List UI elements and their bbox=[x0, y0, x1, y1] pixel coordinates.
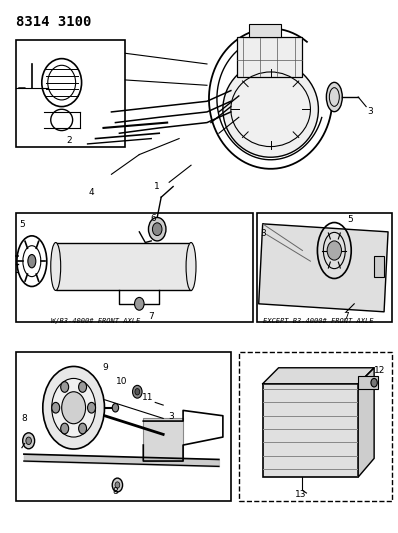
Text: 4: 4 bbox=[89, 189, 94, 197]
Bar bbox=[237, 37, 302, 77]
Bar bbox=[143, 418, 183, 461]
Text: 7: 7 bbox=[343, 312, 349, 320]
Text: 5: 5 bbox=[347, 215, 353, 224]
Circle shape bbox=[52, 402, 60, 413]
Circle shape bbox=[78, 423, 86, 434]
Polygon shape bbox=[358, 368, 374, 477]
Text: 12: 12 bbox=[375, 366, 386, 375]
Circle shape bbox=[135, 297, 144, 310]
Bar bbox=[263, 384, 358, 477]
Text: 9: 9 bbox=[103, 364, 108, 372]
Text: 8: 8 bbox=[21, 414, 27, 423]
Bar bbox=[249, 24, 281, 37]
Ellipse shape bbox=[51, 243, 61, 290]
Text: 3: 3 bbox=[260, 229, 265, 238]
Bar bbox=[358, 376, 378, 389]
Text: 6: 6 bbox=[150, 214, 156, 223]
Circle shape bbox=[135, 389, 140, 395]
Text: 8314 3100: 8314 3100 bbox=[16, 15, 91, 29]
Text: 11: 11 bbox=[142, 393, 153, 401]
Text: W/B3-4000# FRONT AXLE: W/B3-4000# FRONT AXLE bbox=[51, 318, 140, 324]
Ellipse shape bbox=[52, 378, 96, 437]
Bar bbox=[16, 213, 253, 322]
Circle shape bbox=[327, 241, 341, 260]
Text: 2: 2 bbox=[67, 136, 72, 145]
Ellipse shape bbox=[62, 392, 86, 424]
Bar bbox=[257, 213, 392, 322]
Polygon shape bbox=[259, 224, 388, 312]
Circle shape bbox=[60, 423, 69, 434]
Circle shape bbox=[112, 478, 123, 492]
Ellipse shape bbox=[326, 82, 342, 112]
Text: EXCEPT B3-4000# FRONT AXLE: EXCEPT B3-4000# FRONT AXLE bbox=[263, 318, 374, 324]
Circle shape bbox=[60, 382, 69, 392]
Bar bbox=[56, 243, 191, 290]
Circle shape bbox=[23, 433, 35, 449]
Text: 13: 13 bbox=[295, 490, 306, 499]
Bar bbox=[239, 352, 392, 501]
Text: 8: 8 bbox=[113, 488, 118, 496]
Bar bbox=[16, 40, 125, 147]
Ellipse shape bbox=[28, 255, 36, 268]
Text: 3: 3 bbox=[367, 108, 373, 116]
Circle shape bbox=[115, 482, 120, 488]
Bar bbox=[374, 256, 384, 277]
Circle shape bbox=[26, 437, 31, 445]
Ellipse shape bbox=[186, 243, 196, 290]
Text: 5: 5 bbox=[19, 221, 25, 229]
Ellipse shape bbox=[223, 61, 318, 157]
Text: 10: 10 bbox=[116, 377, 127, 385]
Text: 7: 7 bbox=[148, 312, 154, 320]
Circle shape bbox=[371, 378, 377, 387]
Polygon shape bbox=[263, 368, 374, 384]
Circle shape bbox=[78, 382, 87, 392]
Bar bbox=[16, 352, 231, 501]
Circle shape bbox=[133, 385, 142, 398]
Circle shape bbox=[112, 403, 119, 412]
Circle shape bbox=[148, 217, 166, 241]
Circle shape bbox=[152, 223, 162, 236]
Text: 3: 3 bbox=[168, 413, 174, 421]
Ellipse shape bbox=[43, 367, 104, 449]
Text: 1: 1 bbox=[154, 182, 160, 191]
Circle shape bbox=[88, 402, 96, 413]
